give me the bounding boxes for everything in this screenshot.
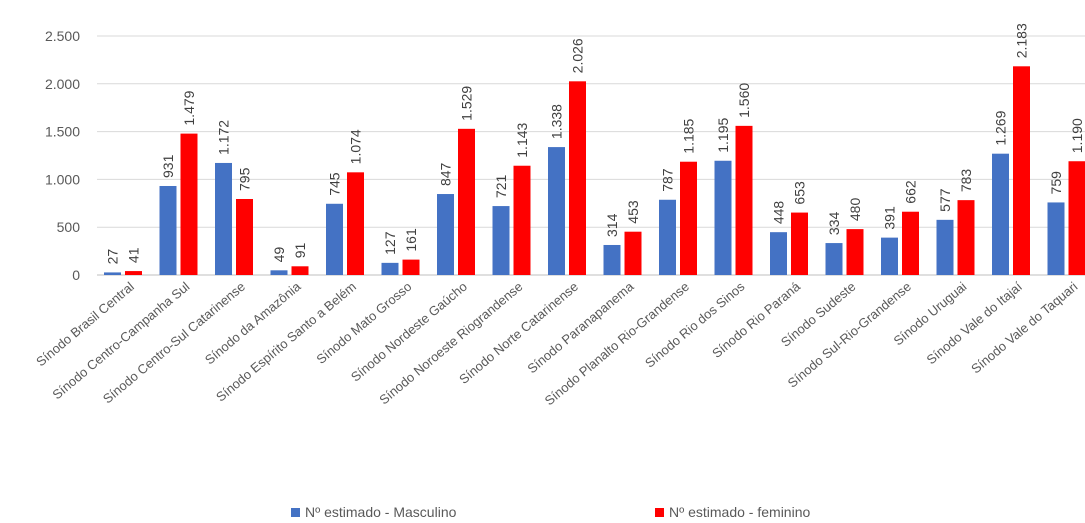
- bar-feminino: [125, 271, 142, 275]
- bar-feminino: [1013, 66, 1030, 275]
- bar-feminino: [1068, 161, 1085, 275]
- bar-masculino: [159, 185, 177, 275]
- bar-feminino: [569, 81, 586, 276]
- data-label: 1.190: [1069, 118, 1085, 153]
- bar-masculino: [714, 160, 732, 275]
- bar-feminino: [458, 128, 475, 275]
- bar-feminino: [902, 211, 919, 275]
- bar-feminino: [402, 259, 420, 275]
- bar-feminino: [513, 165, 531, 275]
- bar-masculino: [270, 270, 288, 275]
- legend-swatch-masculino: [291, 507, 300, 517]
- bar-feminino: [680, 161, 697, 275]
- data-labels: 27 41 931 1.479 1.172 795 49 91 745 1.074 127 161 84…: [105, 23, 1085, 264]
- data-label: 1.074: [348, 129, 364, 164]
- data-label: 1.560: [736, 83, 752, 118]
- data-label: 1.338: [549, 104, 565, 139]
- bars: [104, 66, 1085, 276]
- y-tick-label: 1.500: [45, 124, 80, 140]
- data-label: 1.185: [681, 118, 697, 153]
- data-label: 759: [1048, 171, 1064, 195]
- data-label: 1.479: [181, 90, 197, 125]
- data-label: 391: [882, 206, 898, 230]
- bar-feminino: [846, 229, 864, 275]
- data-label: 721: [493, 175, 509, 199]
- data-label: 783: [958, 169, 974, 193]
- bar-feminino: [291, 266, 309, 275]
- bar-masculino: [326, 203, 343, 275]
- data-label: 931: [160, 154, 176, 178]
- x-tick-label: Sínodo Paranapanema: [524, 278, 637, 376]
- data-label: 653: [792, 181, 808, 205]
- x-tick-label: Sínodo Rio dos Sinos: [642, 278, 748, 370]
- data-label: 127: [382, 231, 398, 255]
- data-label: 448: [771, 201, 787, 225]
- bar-masculino: [659, 199, 676, 275]
- bar-masculino: [1047, 202, 1065, 275]
- bar-feminino: [957, 200, 975, 275]
- legend-label-feminino: Nº estimado - feminino: [669, 504, 811, 520]
- data-label: 27: [105, 249, 121, 265]
- data-label: 41: [126, 247, 142, 263]
- y-tick-label: 0: [72, 267, 80, 283]
- x-tick-label: Sínodo Brasil Central: [33, 279, 137, 370]
- y-tick-label: 500: [57, 219, 81, 235]
- data-label: 91: [292, 243, 308, 259]
- y-tick-label: 1.000: [45, 171, 80, 187]
- data-label: 2.183: [1014, 23, 1030, 58]
- data-label: 2.026: [570, 38, 586, 73]
- bar-feminino: [735, 125, 753, 275]
- data-label: 314: [604, 213, 620, 237]
- data-label: 453: [625, 200, 641, 224]
- bar-masculino: [881, 237, 898, 275]
- legend-label-masculino: Nº estimado - Masculino: [305, 504, 457, 520]
- data-label: 1.269: [993, 110, 1009, 145]
- x-tick-label: Sínodo Vale do Itajaí: [924, 279, 1026, 368]
- data-label: 49: [271, 247, 287, 263]
- x-tick-label: Sínodo da Amazônia: [202, 278, 304, 367]
- y-tick-label: 2.500: [45, 28, 80, 44]
- x-tick-label: Sínodo Mato Grosso: [313, 279, 414, 367]
- x-tick-label: Sínodo Vale do Taquari: [968, 279, 1080, 377]
- data-label: 847: [438, 162, 454, 186]
- data-label: 577: [937, 188, 953, 212]
- data-label: 795: [237, 167, 253, 191]
- bar-feminino: [347, 172, 364, 275]
- bar-masculino: [215, 162, 232, 275]
- legend-item-masculino: Nº estimado - Masculino: [291, 504, 456, 520]
- bar-masculino: [992, 153, 1009, 275]
- bar-feminino: [624, 231, 642, 275]
- data-label: 1.195: [715, 118, 731, 153]
- data-label: 1.172: [216, 120, 232, 155]
- bar-masculino: [825, 243, 843, 275]
- data-label: 334: [826, 211, 842, 235]
- data-label: 787: [660, 168, 676, 192]
- legend-swatch-feminino: [655, 507, 664, 517]
- data-label: 662: [903, 180, 919, 204]
- bar-masculino: [603, 244, 621, 275]
- bar-masculino: [936, 219, 954, 275]
- data-label: 161: [403, 228, 419, 252]
- bar-masculino: [381, 262, 399, 275]
- y-tick-label: 2.000: [45, 76, 80, 92]
- bar-masculino: [770, 232, 787, 275]
- bar-masculino: [104, 272, 121, 275]
- bar-feminino: [236, 198, 253, 275]
- gridlines: [97, 35, 1085, 276]
- bar-masculino: [492, 206, 510, 275]
- legend: Nº estimado - Masculino Nº estimado - fe…: [0, 504, 1085, 522]
- y-axis-ticks: 0 500 1.000 1.500 2.000 2.500: [45, 28, 80, 283]
- bar-masculino: [548, 147, 565, 275]
- data-label: 745: [327, 172, 343, 196]
- legend-item-feminino: Nº estimado - feminino: [655, 504, 810, 520]
- data-label: 480: [847, 198, 863, 222]
- bar-masculino: [437, 194, 454, 275]
- bar-feminino: [180, 133, 198, 275]
- data-label: 1.529: [459, 86, 475, 121]
- data-label: 1.143: [514, 122, 530, 157]
- bar-feminino: [791, 212, 808, 275]
